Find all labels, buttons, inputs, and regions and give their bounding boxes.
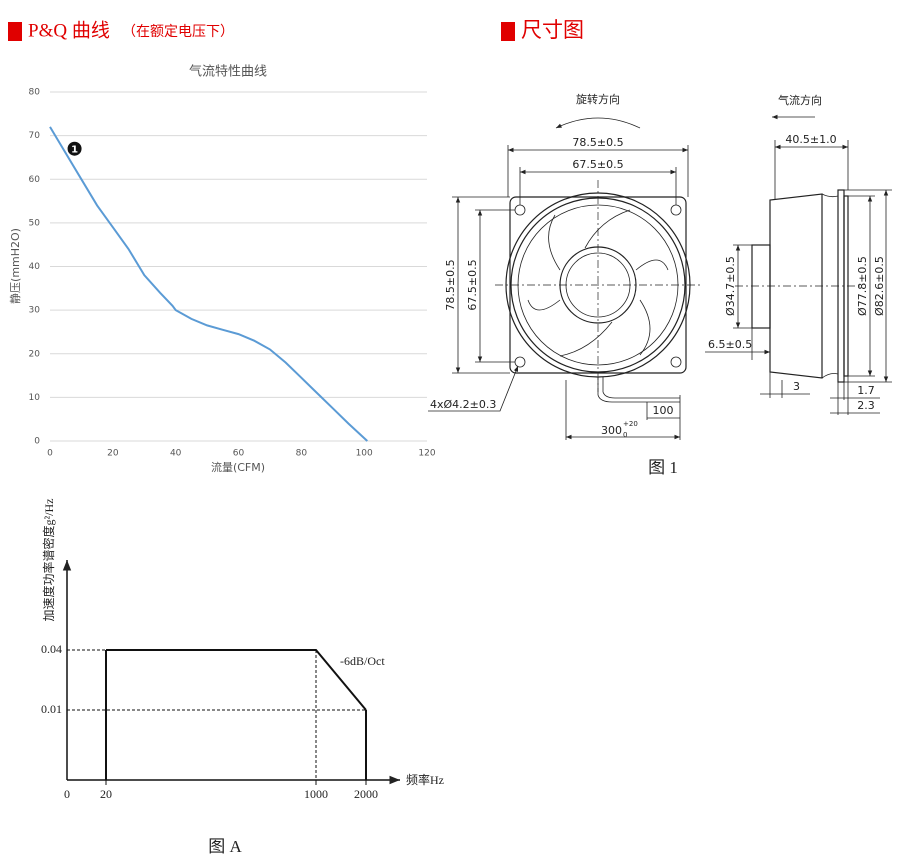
dimension: 3: [793, 380, 800, 393]
y-tick-label: 20: [29, 349, 41, 359]
dimension: 6.5±0.5: [708, 338, 752, 351]
x-axis-label: 流量(CFM): [211, 460, 265, 474]
caption: 图 A: [208, 837, 242, 856]
annotation-marker: [67, 141, 82, 156]
label: 旋转方向: [576, 92, 620, 106]
side-view: [705, 114, 892, 415]
dimension: 1.7: [857, 384, 875, 397]
x-tick-label: 20: [107, 449, 119, 459]
x-tick-label: 0: [64, 787, 70, 801]
y-tick-label: 40: [29, 262, 41, 272]
dimension: Ø77.8±0.5: [856, 256, 869, 316]
x-tick-label: 1000: [304, 787, 328, 801]
y-tick-label: 30: [29, 306, 41, 316]
y-tick-label: 70: [29, 131, 41, 141]
x-tick-label: 80: [296, 449, 308, 459]
y-tick-label: 50: [29, 218, 41, 228]
dimension: +20: [623, 420, 638, 428]
x-tick-label: 40: [170, 449, 182, 459]
heading-note: （在额定电压下）: [122, 24, 234, 40]
dimension: 78.5±0.5: [444, 259, 457, 310]
dimension: 300: [601, 424, 622, 437]
dimension: Ø82.6±0.5: [873, 256, 886, 316]
dimension: 4xØ4.2±0.3: [430, 398, 496, 411]
y-tick-label: 0: [34, 437, 40, 447]
heading: 尺寸图: [521, 18, 584, 42]
chart-title: 气流特性曲线: [189, 64, 267, 80]
x-tick-label: 60: [233, 449, 245, 459]
x-tick-label: 100: [356, 449, 373, 459]
x-axis-label: 频率Hz: [406, 772, 444, 787]
dimension: 100: [653, 404, 674, 417]
x-tick-label: 2000: [354, 787, 378, 801]
y-tick-label: 60: [29, 175, 41, 185]
front-view: [428, 117, 702, 440]
data-line: [49, 126, 368, 442]
x-tick-label: 120: [418, 449, 435, 459]
x-tick-label: 20: [100, 787, 112, 801]
heading-marker: [501, 22, 515, 41]
dimension: 78.5±0.5: [572, 136, 623, 149]
dimension: 40.5±1.0: [785, 133, 836, 146]
dimension: 67.5±0.5: [572, 158, 623, 171]
annotation: 1: [71, 145, 78, 156]
heading-marker: [8, 22, 22, 41]
dimension: 2.3: [857, 399, 875, 412]
dimension: 67.5±0.5: [466, 259, 479, 310]
y-tick-label: 0.01: [41, 702, 62, 716]
y-tick-label: 80: [29, 88, 41, 98]
y-axis-label: 静压(mmH2O): [8, 228, 22, 304]
profile-line: [106, 649, 367, 711]
x-tick-label: 0: [47, 449, 53, 459]
y-axis-label: 加速度功率谱密度g²/Hz: [41, 499, 56, 622]
label: 气流方向: [778, 93, 822, 107]
heading: P&Q 曲线: [28, 19, 110, 41]
dimension: Ø34.7±0.5: [724, 256, 737, 316]
caption: 图 1: [648, 458, 678, 477]
y-tick-label: 0.04: [41, 642, 62, 656]
annotation: -6dB/Oct: [340, 654, 385, 668]
dimension: 0: [623, 431, 627, 439]
y-tick-label: 10: [29, 393, 41, 403]
